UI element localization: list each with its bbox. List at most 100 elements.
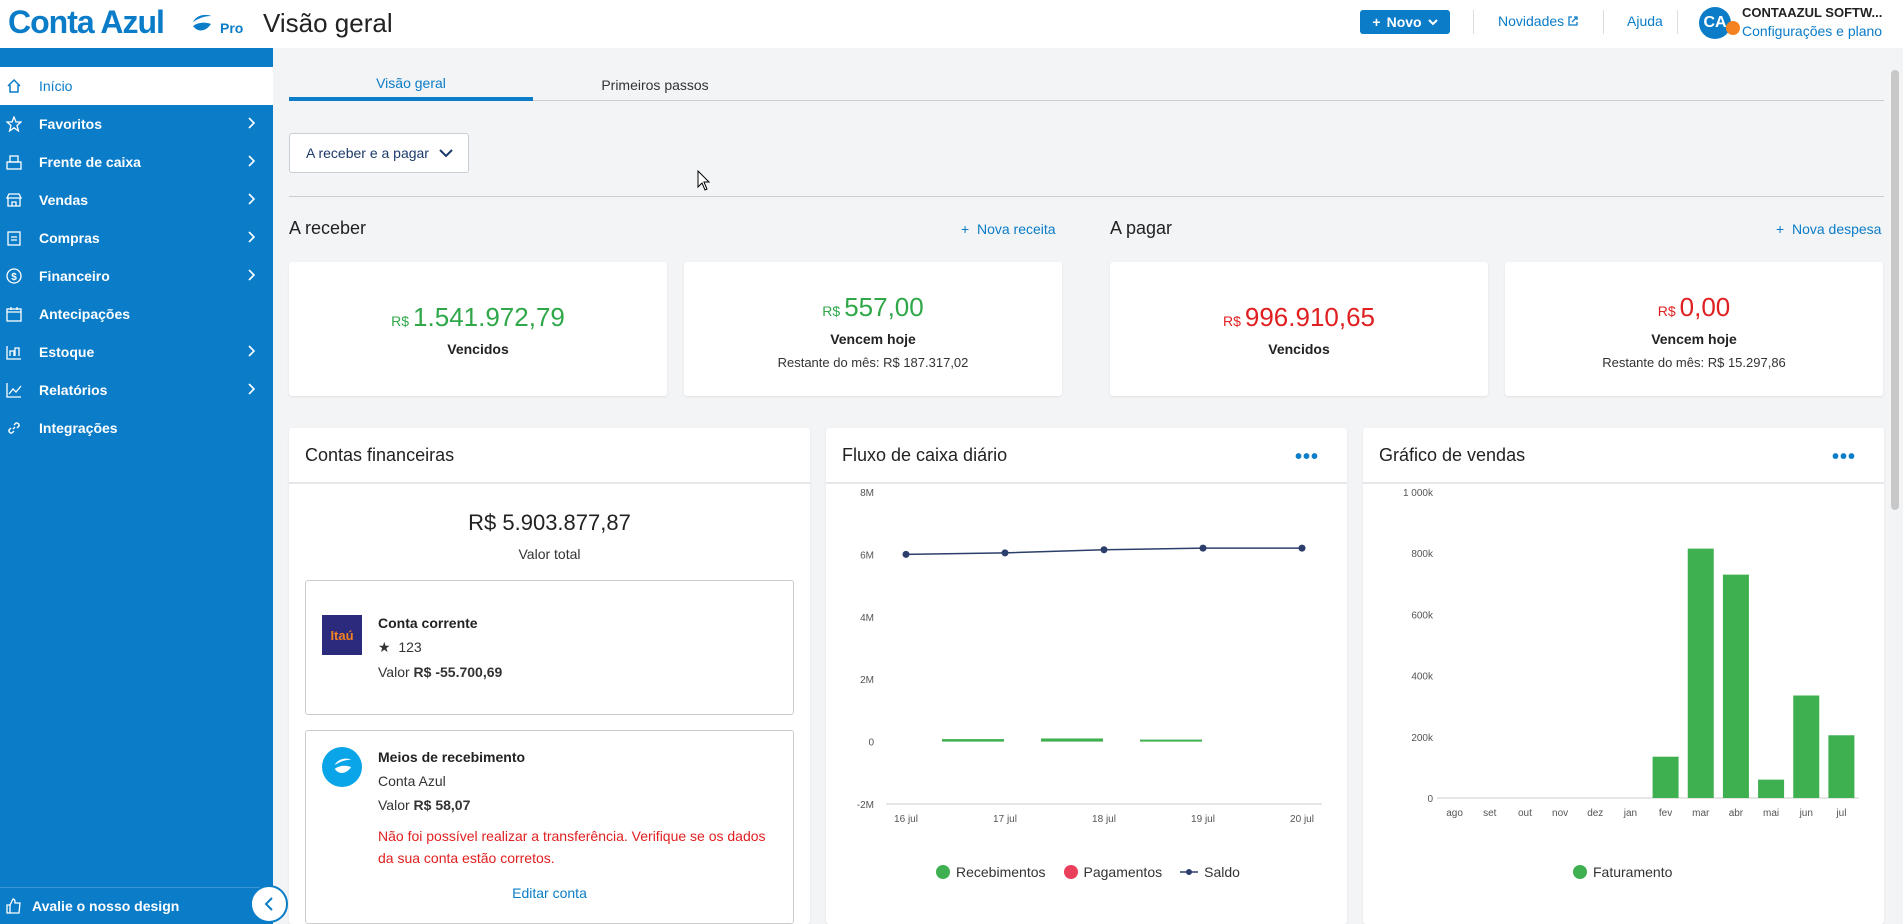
new-expense-link[interactable]: + Nova despesa — [1776, 221, 1881, 237]
receivable-today-card[interactable]: R$ 557,00 Vencem hoje Restante do mês: R$… — [684, 262, 1062, 396]
faturamento-bar — [1828, 735, 1855, 798]
tab-visao-geral[interactable]: Visão geral — [289, 68, 533, 101]
sidebar-item-relatorios[interactable]: Relatórios — [0, 371, 273, 409]
account-card-conta-corrente[interactable]: Itaú Conta corrente ★ 123 Valor R$ -55.7… — [305, 580, 794, 715]
news-link-label: Novidades — [1498, 13, 1565, 29]
y-tick-label: 2M — [860, 675, 874, 686]
chevron-left-icon — [264, 897, 273, 911]
cashflow-header: Fluxo de caixa diário ••• — [826, 428, 1347, 484]
account-balance-row: Valor R$ 58,07 — [378, 797, 777, 813]
sidebar-item-inicio[interactable]: Início — [0, 67, 273, 105]
sidebar-item-estoque[interactable]: Estoque — [0, 333, 273, 371]
receivable-title: A receber — [289, 218, 367, 238]
cashflow-chart: 8M 6M 4M 2M 0 -2M 16 jul 17 jul 18 jul 19 jul 20 j… — [857, 488, 1322, 825]
account-provider: Conta Azul — [378, 773, 446, 789]
filter-dropdown[interactable]: A receber e a pagar — [289, 133, 469, 173]
avatar[interactable]: CA — [1699, 7, 1731, 39]
brand-logo[interactable]: Conta Azul — [8, 4, 165, 40]
home-icon — [6, 78, 22, 94]
more-options-icon[interactable]: ••• — [1294, 446, 1319, 468]
value-label: Valor — [378, 797, 410, 813]
cash-register-icon — [6, 154, 22, 170]
calendar-money-icon — [6, 306, 22, 322]
chart-icon — [6, 382, 22, 398]
account-balance: R$ 58,07 — [413, 797, 471, 813]
feedback-button[interactable]: Avalie o nosso design — [0, 887, 273, 924]
help-link[interactable]: Ajuda — [1627, 13, 1663, 29]
sidebar-item-label: Relatórios — [39, 382, 108, 398]
settings-plan-link[interactable]: Configurações e plano — [1742, 23, 1883, 39]
sidebar-item-antecipacoes[interactable]: Antecipações — [0, 295, 273, 333]
y-tick-label: 1 000k — [1403, 488, 1434, 499]
chevron-right-icon — [248, 231, 255, 243]
x-tick-label: jun — [1799, 808, 1813, 819]
sidebar-item-label: Antecipações — [39, 306, 131, 322]
account-name: Conta corrente — [378, 615, 478, 631]
sidebar-item-integracoes[interactable]: Integrações — [0, 409, 273, 447]
collapse-sidebar-button[interactable] — [250, 885, 288, 923]
more-options-icon[interactable]: ••• — [1831, 446, 1856, 468]
new-revenue-link[interactable]: + Nova receita — [961, 221, 1056, 237]
payable-today-card[interactable]: R$ 0,00 Vencem hoje Restante do mês: R$ 1… — [1505, 262, 1883, 396]
sidebar-item-vendas[interactable]: Vendas — [0, 181, 273, 219]
accounts-panel: Contas financeiras R$ 5.903.877,87 Valor… — [289, 428, 810, 924]
itau-logo: Itaú — [322, 615, 362, 655]
tab-primeiros-passos[interactable]: Primeiros passos — [601, 76, 709, 93]
currency-label: R$ — [391, 313, 410, 329]
star-icon[interactable]: ★ — [378, 639, 391, 655]
currency-label: R$ — [1657, 303, 1676, 319]
x-tick-label: out — [1518, 808, 1532, 819]
receivable-overdue-card[interactable]: R$ 1.541.972,79 Vencidos — [289, 262, 667, 396]
new-button[interactable]: + Novo — [1360, 10, 1450, 34]
payable-overdue-card[interactable]: R$ 996.910,65 Vencidos — [1110, 262, 1488, 396]
chevron-right-icon — [248, 193, 255, 205]
sidebar-item-label: Estoque — [39, 344, 95, 360]
legend-swatch — [936, 865, 950, 879]
sidebar-item-label: Favoritos — [39, 116, 103, 132]
x-tick-label: 18 jul — [1092, 814, 1116, 825]
page-scrollbar-thumb[interactable] — [1891, 70, 1899, 510]
receivable-overdue-amount: R$ 1.541.972,79 — [289, 302, 667, 333]
legend-line-swatch — [1180, 869, 1199, 875]
account-balance-row: Valor R$ -55.700,69 — [378, 664, 793, 680]
sidebar-item-favoritos[interactable]: Favoritos — [0, 105, 273, 143]
feedback-label: Avalie o nosso design — [32, 898, 180, 914]
plus-icon: + — [1372, 14, 1381, 30]
currency-label: R$ — [822, 303, 841, 319]
conta-azul-mark-icon — [193, 14, 211, 31]
svg-text:$: $ — [11, 272, 17, 283]
y-tick-label: 200k — [1411, 733, 1434, 744]
chevron-right-icon — [248, 345, 255, 357]
y-tick-label: 0 — [868, 738, 874, 749]
saldo-point — [1199, 544, 1207, 552]
legend-item-faturamento[interactable]: Faturamento — [1573, 864, 1672, 880]
legend-item-pagamentos[interactable]: Pagamentos — [1063, 864, 1162, 880]
chevron-right-icon — [248, 117, 255, 129]
x-tick-label: set — [1483, 808, 1497, 819]
dollar-icon: $ — [6, 268, 22, 284]
sidebar-item-label: Compras — [39, 230, 100, 246]
account-number: 123 — [398, 639, 422, 655]
chevron-right-icon — [248, 155, 255, 167]
company-name: CONTAAZUL SOFTW... — [1742, 5, 1883, 20]
store-icon — [6, 192, 22, 208]
news-link[interactable]: Novidades — [1498, 13, 1578, 29]
sidebar-item-compras[interactable]: Compras — [0, 219, 273, 257]
mouse-cursor-icon — [697, 170, 711, 191]
sidebar-item-frente-de-caixa[interactable]: Frente de caixa — [0, 143, 273, 181]
legend-item-saldo[interactable]: Saldo — [1180, 864, 1240, 880]
sales-header: Gráfico de vendas ••• — [1363, 428, 1884, 484]
x-tick-label: jul — [1835, 808, 1846, 819]
account-card-meios-recebimento[interactable]: Meios de recebimento Conta Azul Valor R$… — [305, 730, 794, 924]
amount-value: 0,00 — [1679, 292, 1731, 322]
edit-account-link[interactable]: Editar conta — [512, 885, 587, 901]
legend-swatch — [1573, 865, 1587, 879]
sidebar-item-financeiro[interactable]: $ Financeiro — [0, 257, 273, 295]
notification-dot — [1726, 21, 1740, 35]
cashflow-panel: Fluxo de caixa diário ••• 8M 6M 4M 2M 0 -2M 16… — [826, 428, 1347, 924]
receivable-today-amount: R$ 557,00 — [684, 292, 1062, 323]
faturamento-bar — [1687, 548, 1714, 798]
x-tick-label: dez — [1587, 808, 1603, 819]
currency-label: R$ — [1222, 313, 1241, 329]
legend-item-recebimentos[interactable]: Recebimentos — [936, 864, 1046, 880]
